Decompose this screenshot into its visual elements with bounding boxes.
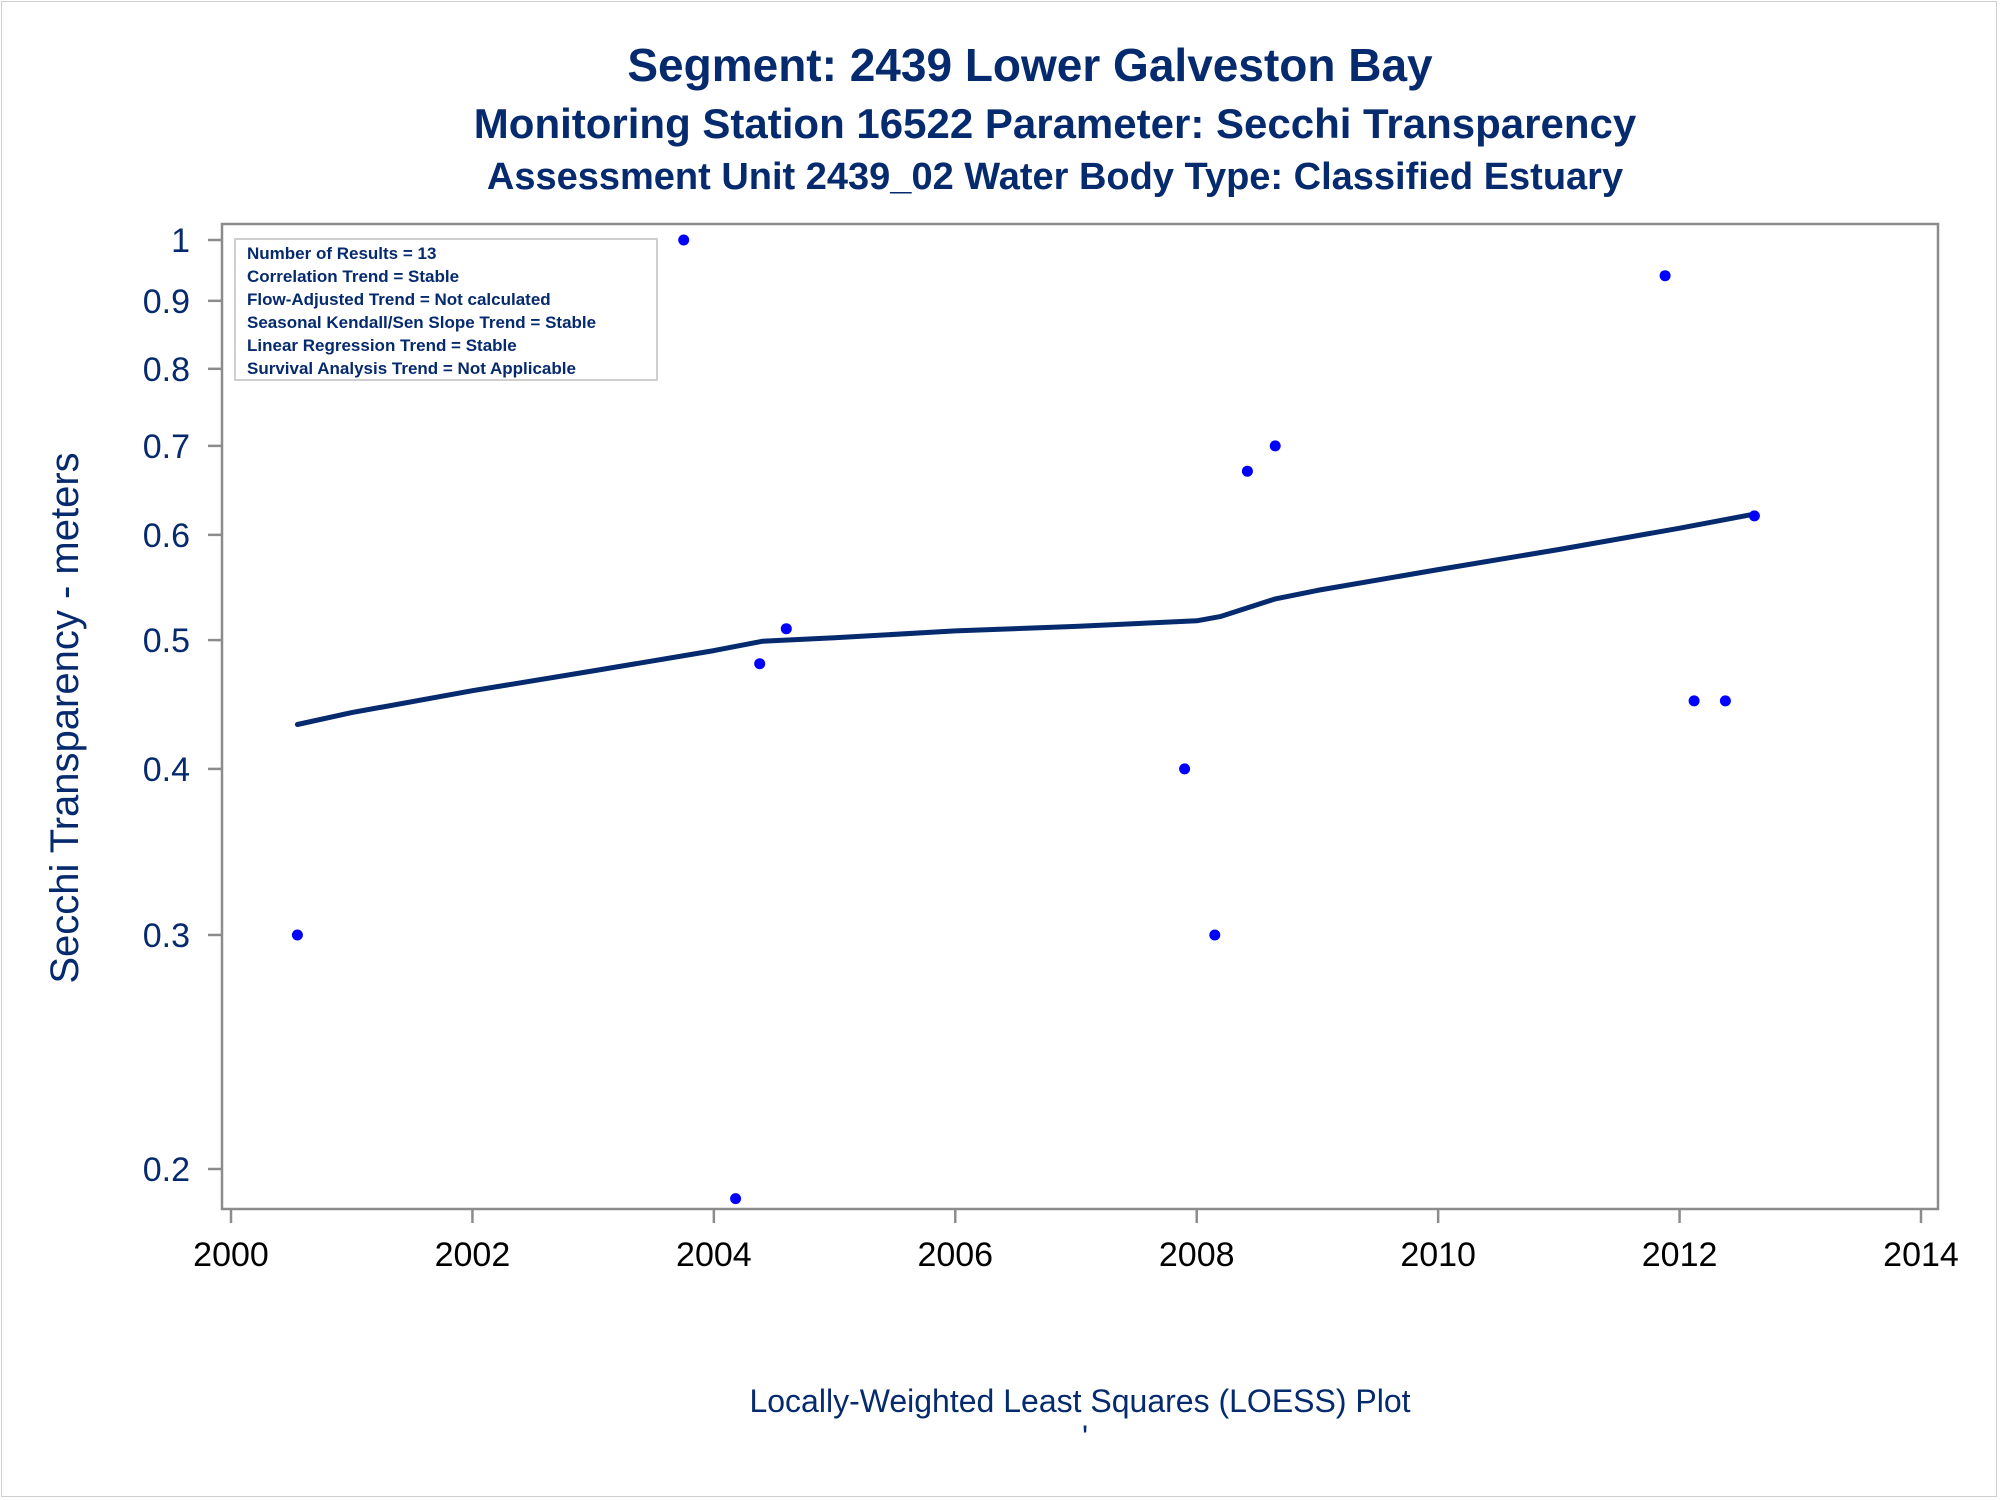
loess-trend-line [294, 511, 1757, 727]
data-point [1719, 695, 1731, 707]
data-point [1659, 270, 1671, 282]
y-tick-label: 0.7 [143, 428, 190, 466]
stats-flow-adjusted-trend: Flow-Adjusted Trend = Not calculated [247, 290, 551, 309]
y-tick-label: 0.4 [143, 751, 190, 789]
y-tick-label: 0.2 [143, 1151, 190, 1189]
x-tick-label: 2008 [1159, 1236, 1235, 1274]
data-point [291, 929, 303, 941]
y-tick-label: 0.3 [143, 917, 190, 955]
data-point [1241, 465, 1253, 477]
stats-seasonal-kendall-trend: Seasonal Kendall/Sen Slope Trend = Stabl… [247, 313, 596, 332]
data-points [291, 234, 1760, 1205]
chart-subtitle-2: Assessment Unit 2439_02 Water Body Type:… [486, 156, 1624, 198]
x-tick-label: 2000 [193, 1236, 269, 1274]
data-point [678, 234, 690, 246]
data-point [1688, 695, 1700, 707]
y-axis-label: Secchi Transparency - meters [43, 452, 87, 983]
stats-number-of-results: Number of Results = 13 [247, 244, 436, 263]
data-point [754, 658, 766, 670]
plot-area-border [220, 222, 1940, 1211]
chart-subtitle: Monitoring Station 16522 Parameter: Secc… [473, 100, 1637, 147]
loess-line-group [294, 511, 1757, 727]
y-tick-label: 0.9 [143, 283, 190, 321]
data-point [730, 1193, 742, 1205]
x-tick-label: 2002 [435, 1236, 511, 1274]
x-tick-label: 2010 [1400, 1236, 1476, 1274]
footer-caption: Locally-Weighted Least Squares (LOESS) P… [749, 1383, 1410, 1419]
stats-box: Number of Results = 13 Correlation Trend… [234, 238, 658, 381]
x-tick-label: 2004 [676, 1236, 752, 1274]
y-tick-label: 1 [171, 222, 190, 260]
x-tick-label: 2012 [1642, 1236, 1718, 1274]
stats-correlation-trend: Correlation Trend = Stable [247, 267, 459, 286]
data-point [1748, 510, 1760, 522]
data-point [1179, 763, 1191, 775]
y-tick-label: 0.8 [143, 351, 190, 389]
x-tick-label: 2006 [917, 1236, 993, 1274]
y-tick-label: 0.6 [143, 517, 190, 555]
x-tick-label: 2014 [1883, 1236, 1959, 1274]
chart-title: Segment: 2439 Lower Galveston Bay [627, 39, 1433, 91]
axes: 2000 2002 2004 2006 2008 2010 2012 2014 0.2 0.3 0.… [143, 222, 1959, 1274]
footer-mark: ' [1082, 1419, 1088, 1455]
stats-survival-analysis-trend: Survival Analysis Trend = Not Applicable [247, 359, 576, 378]
stats-linear-regression-trend: Linear Regression Trend = Stable [247, 336, 517, 355]
y-tick-label: 0.5 [143, 622, 190, 660]
stats-box-border [234, 238, 658, 381]
data-point [1269, 440, 1281, 452]
data-point [1209, 929, 1221, 941]
data-point [780, 623, 792, 635]
